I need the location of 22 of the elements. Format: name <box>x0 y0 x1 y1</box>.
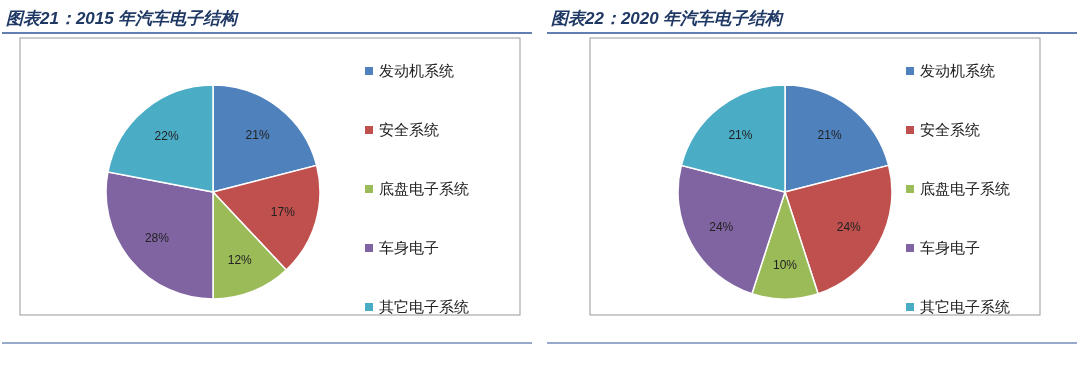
legend-label: 车身电子 <box>920 239 980 256</box>
data-label: 21% <box>728 127 753 142</box>
legend-label: 安全系统 <box>920 121 980 138</box>
legend-label: 底盘电子系统 <box>920 180 1010 197</box>
chart-title: 图表22：2020 年汽车电子结构 <box>551 9 785 28</box>
legend-label: 安全系统 <box>379 121 439 138</box>
legend-label: 发动机系统 <box>379 62 454 79</box>
data-label: 17% <box>270 205 296 220</box>
legend-label: 车身电子 <box>379 239 439 256</box>
data-label: 21% <box>245 127 270 142</box>
data-label: 24% <box>836 220 862 235</box>
legend-label: 其它电子系统 <box>920 298 1010 315</box>
data-label: 28% <box>144 231 170 246</box>
data-label: 10% <box>772 257 798 272</box>
data-label: 21% <box>817 127 842 142</box>
legend-label: 底盘电子系统 <box>379 180 469 197</box>
data-label: 24% <box>709 220 734 235</box>
legend-label: 发动机系统 <box>920 62 995 79</box>
data-label: 22% <box>154 128 179 143</box>
chart-title: 图表21：2015 年汽车电子结构 <box>6 9 240 28</box>
data-label: 12% <box>227 252 253 267</box>
legend-label: 其它电子系统 <box>379 298 469 315</box>
